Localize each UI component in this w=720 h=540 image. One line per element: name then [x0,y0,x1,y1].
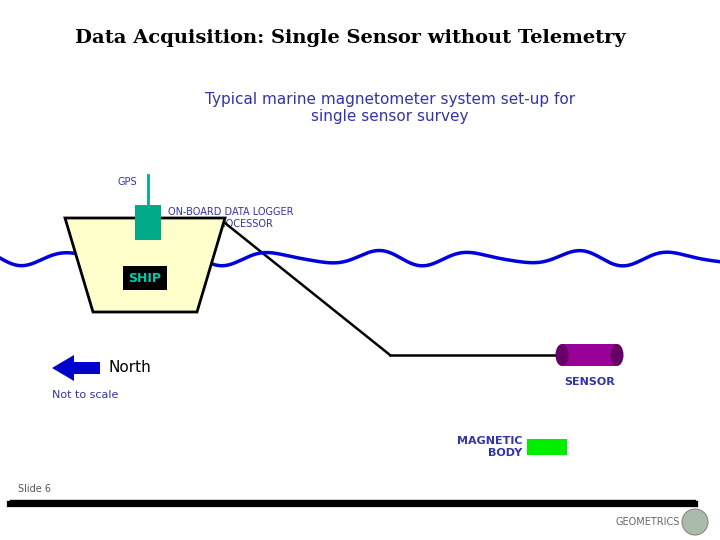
Polygon shape [65,218,225,312]
Bar [135,205,161,240]
Text: Typical marine magnetometer system set-up for
single sensor survey: Typical marine magnetometer system set-u… [205,92,575,124]
Text: MAGNETIC
BODY: MAGNETIC BODY [456,436,522,458]
Text: North: North [108,361,150,375]
Polygon shape [52,355,100,381]
Ellipse shape [611,344,624,366]
Ellipse shape [556,344,569,366]
Text: Slide 6: Slide 6 [18,484,51,494]
Text: GEOMETRICS: GEOMETRICS [616,517,680,527]
Text: ON-BOARD DATA LOGGER
AND PROCESSOR: ON-BOARD DATA LOGGER AND PROCESSOR [168,207,294,229]
Text: GPS: GPS [118,177,138,187]
Text: Not to scale: Not to scale [52,390,118,400]
Text: SHIP: SHIP [128,272,161,285]
Circle shape [682,509,708,535]
Bar [527,439,567,455]
Text: Data Acquisition: Single Sensor without Telemetry: Data Acquisition: Single Sensor without … [75,29,626,47]
Bar [562,344,617,366]
Text: SENSOR: SENSOR [564,377,615,387]
